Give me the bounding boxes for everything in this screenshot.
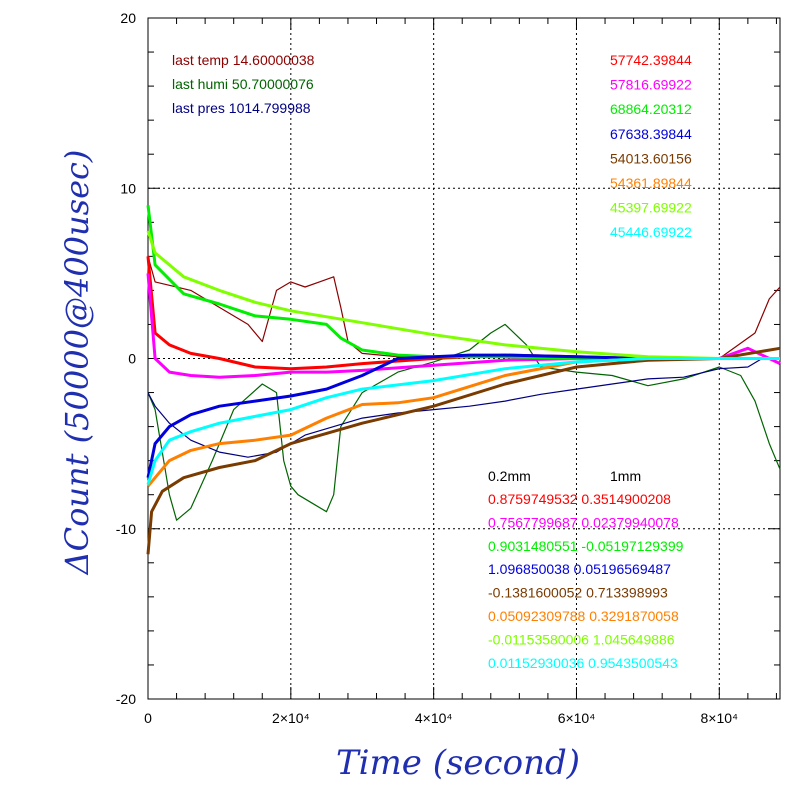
series-line-8 bbox=[146, 357, 780, 485]
y-tick-label: 20 bbox=[120, 10, 136, 26]
series-line-4 bbox=[146, 353, 780, 479]
coef-annotation: -0.1381600052 0.713398993 bbox=[488, 585, 668, 601]
coef-annotation: 0.01152930036 0.9543500543 bbox=[488, 655, 678, 671]
x-tick-label: 2×10⁴ bbox=[272, 710, 310, 726]
coef-annotation: 0.05092309788 0.3291870058 bbox=[488, 608, 679, 624]
y-tick-label: 10 bbox=[120, 180, 136, 196]
series-layer bbox=[146, 205, 781, 555]
count-annotation: 68864.20312 bbox=[610, 101, 692, 117]
env-annotation: last humi 50.70000076 bbox=[172, 76, 314, 92]
y-tick-label: 0 bbox=[128, 351, 136, 367]
count-annotation: 45446.69922 bbox=[610, 224, 692, 240]
x-axis-title: Time (second) bbox=[336, 743, 580, 783]
env-annotation: last pres 1014.799988 bbox=[172, 100, 311, 116]
y-tick-label: -10 bbox=[116, 521, 136, 537]
coef-annotation: 1.096850038 0.05196569487 bbox=[488, 561, 671, 577]
count-annotation: 45397.69922 bbox=[610, 200, 692, 216]
coef-annotation: 0.8759749532 0.3514900208 bbox=[488, 491, 671, 507]
count-annotation: 57742.39844 bbox=[610, 52, 692, 68]
y-axis-title: ΔCount (50000@400usec) bbox=[58, 150, 96, 577]
coef-annotation: 0.7567799687 0.02379940078 bbox=[488, 514, 679, 530]
coef-header-1mm: 1mm bbox=[610, 468, 641, 484]
x-tick-label: 6×10⁴ bbox=[558, 710, 596, 726]
series-line-7 bbox=[146, 230, 780, 360]
x-tick-label: 8×10⁴ bbox=[701, 710, 739, 726]
x-tick-label: 4×10⁴ bbox=[415, 710, 453, 726]
coef-annotation: -0.01153580006 1.045649886 bbox=[488, 631, 675, 647]
count-annotation: 54361.89844 bbox=[610, 175, 692, 191]
coef-annotation: 0.9031480551 -0.05197129399 bbox=[488, 538, 684, 554]
env-annotation: last temp 14.60000038 bbox=[172, 52, 315, 68]
count-annotation: 57816.69922 bbox=[610, 77, 692, 93]
tick-labels: 0 2×10⁴ 4×10⁴ 6×10⁴ 8×10⁴ -20 -10 0 10 20 bbox=[116, 10, 738, 726]
count-annotation: 67638.39844 bbox=[610, 126, 692, 142]
annotations: last temp 14.60000038 last humi 50.700000… bbox=[172, 52, 692, 671]
series-line-5 bbox=[146, 346, 781, 555]
coef-header-0.2mm: 0.2mm bbox=[488, 468, 531, 484]
y-tick-label: -20 bbox=[116, 691, 136, 707]
x-tick-label: 0 bbox=[144, 710, 152, 726]
count-annotation: 54013.60156 bbox=[610, 150, 692, 166]
